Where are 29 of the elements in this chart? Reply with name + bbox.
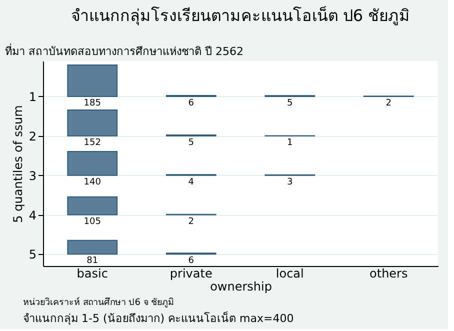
data-label: 4: [188, 177, 194, 188]
y-tick-label: 3: [28, 168, 36, 183]
x-axis-title: ownership: [210, 280, 272, 294]
x-tick-label: basic: [76, 266, 108, 280]
x-tick-label: local: [276, 266, 304, 280]
data-label: 105: [84, 216, 101, 227]
data-label: 6: [188, 98, 194, 108]
chart-subtitle: ที่มา สถาบันทดสอบทางการศึกษาแห่งชาติ ปี 2562: [5, 43, 244, 58]
data-label: 6: [188, 256, 194, 266]
y-tick-label: 4: [28, 208, 36, 222]
data-label: 185: [84, 98, 101, 108]
y-tick-label: 5: [28, 248, 36, 262]
data-label: 2: [188, 216, 194, 227]
data-label: 1: [287, 138, 293, 148]
chart-title: จำแนกกลุ่มโรงเรียนตามคะแนนโอเน็ต ป6 ชัยภูมิ: [70, 5, 410, 26]
y-axis-title: 5 quantiles of ssum: [10, 105, 25, 223]
data-label: 2: [386, 98, 392, 108]
x-tick-label: others: [370, 266, 408, 280]
text: หน่วยวิเคราะห์ สถานศึกษา ป6 จ ชัยภูมิ: [23, 296, 174, 308]
data-label: 5: [287, 98, 293, 108]
text: จำแนกกลุ่ม 1-5 (น้อยถึงมาก) คะแนนโอเน็ต max=400: [23, 311, 294, 325]
data-label: 140: [84, 177, 102, 188]
data-label: 5: [188, 138, 194, 148]
data-label: 81: [86, 256, 98, 266]
data-label: 3: [287, 177, 293, 188]
y-tick-label: 1: [28, 90, 36, 104]
y-tick-label: 2: [28, 129, 36, 144]
data-label: 152: [84, 138, 101, 148]
x-tick-label: private: [170, 266, 212, 280]
